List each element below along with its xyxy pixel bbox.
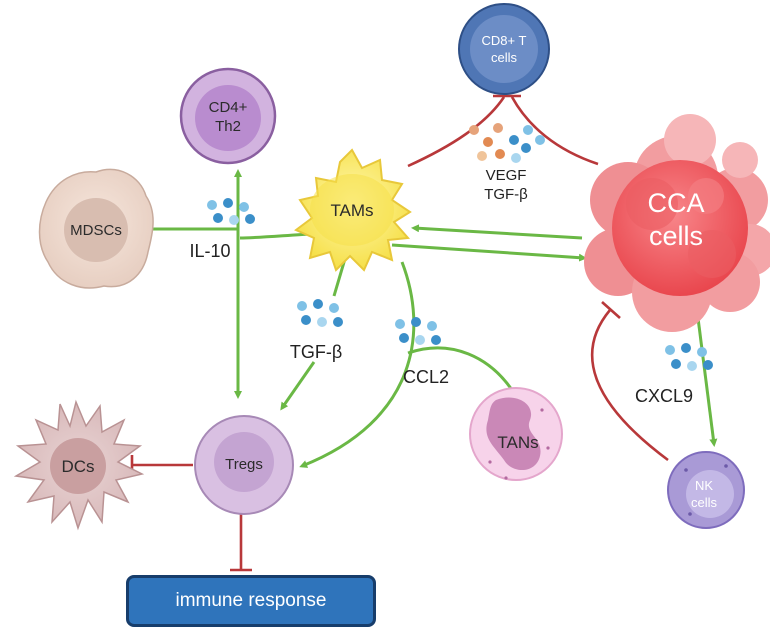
tams-inhibit-cd8 — [407, 96, 506, 168]
nk-cell: NK cells — [667, 451, 745, 529]
dc-cell: DCs — [13, 399, 145, 531]
cd8-label-line2: cells — [491, 50, 518, 65]
tam-ccl2-to-tregs-arrow — [299, 261, 416, 468]
cca-tumor: CCA cells — [584, 114, 770, 332]
cxcl9-molecules-icon — [665, 343, 713, 371]
cd8-t-cell: CD8+ T cells — [458, 3, 550, 95]
nk-inhibit-cca — [590, 309, 669, 462]
tgfb-top-label: TGF-β — [484, 186, 528, 203]
tgfb-molecules-icon — [297, 299, 343, 327]
mdscs-label: MDSCs — [70, 222, 122, 239]
il10-molecules-icon — [207, 198, 255, 225]
tgfb-to-tregs-arrow — [280, 361, 316, 411]
ccl2-molecules-icon — [395, 317, 441, 345]
tam-cell: TAMs — [294, 148, 412, 272]
cca-inhibit-bar — [601, 301, 621, 319]
nk-label-line2: cells — [691, 495, 718, 510]
tams-label: TAMs — [330, 201, 373, 220]
il10-label: IL-10 — [189, 241, 230, 261]
cxcl9-label: CXCL9 — [635, 386, 693, 406]
tans-label: TANs — [497, 433, 538, 452]
tans-ccl2-line — [407, 346, 514, 391]
cd4-label-line2: Th2 — [215, 118, 241, 135]
tan-cell: TANs — [469, 387, 563, 481]
cd4-th2-cell: CD4+ Th2 — [179, 67, 277, 165]
cca-label-line2: cells — [649, 221, 703, 251]
cca-to-tams-arrow — [411, 224, 583, 240]
tam-il10-line — [239, 232, 313, 240]
cca-label-line1: CCA — [647, 188, 704, 218]
ccl2-label: CCL2 — [403, 367, 449, 387]
immune-response-box: immune response — [126, 575, 376, 627]
cca-inhibit-cd8 — [510, 96, 599, 166]
cca-to-nk-arrow — [695, 309, 718, 447]
tgfb-label: TGF-β — [290, 342, 342, 362]
vegf-label: VEGF — [486, 167, 527, 184]
cd8-label-line1: CD8+ T — [482, 33, 527, 48]
tregs-label: Tregs — [225, 456, 263, 473]
immune-response-label: immune response — [175, 590, 327, 611]
nk-label-line1: NK — [695, 478, 713, 493]
cd4-label-line1: CD4+ — [209, 99, 248, 116]
tams-to-cca-arrow — [391, 243, 587, 262]
tregs-cell: Tregs — [194, 415, 294, 515]
dcs-label: DCs — [61, 457, 94, 476]
mdsc-cell: MDSCs — [38, 168, 154, 289]
vegf-tgfb-molecules-icon — [469, 123, 545, 163]
